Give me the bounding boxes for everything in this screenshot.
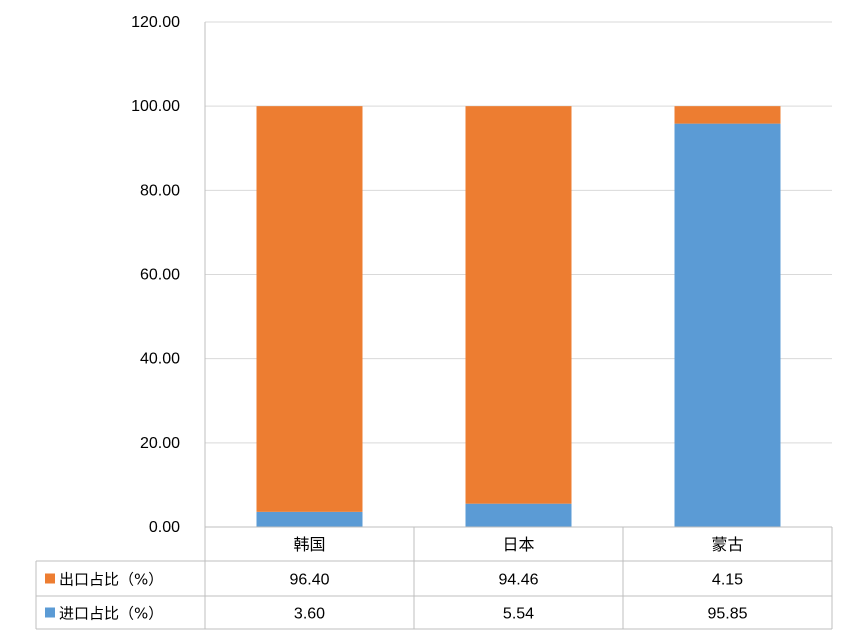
bar-import bbox=[256, 511, 363, 527]
bar-export bbox=[465, 106, 572, 504]
y-tick-label: 60.00 bbox=[140, 267, 180, 284]
data-label: 5.54 bbox=[503, 606, 534, 623]
data-label: 94.46 bbox=[498, 572, 538, 589]
x-category-label: 韩国 bbox=[293, 535, 325, 554]
bar-export bbox=[674, 106, 781, 124]
data-label: 4.15 bbox=[712, 572, 743, 589]
bars bbox=[256, 106, 781, 527]
y-tick-label: 0.00 bbox=[149, 519, 180, 536]
data-label: 96.40 bbox=[289, 572, 329, 589]
legend-label: 进口占比（%） bbox=[59, 605, 163, 623]
bar-import bbox=[674, 123, 781, 527]
data-label: 3.60 bbox=[294, 606, 325, 623]
legend-label: 出口占比（%） bbox=[59, 571, 163, 589]
legend-key bbox=[45, 573, 55, 584]
x-category-label: 蒙古 bbox=[711, 535, 743, 554]
legend-key bbox=[45, 607, 55, 618]
y-tick-label: 40.00 bbox=[140, 351, 180, 368]
data-label: 95.85 bbox=[707, 606, 747, 623]
y-axis: 0.00 20.00 40.00 60.00 80.00 100.00 120.00 bbox=[131, 14, 206, 536]
bar-import bbox=[465, 503, 572, 527]
bar-export bbox=[256, 106, 363, 512]
y-tick-label: 80.00 bbox=[140, 182, 180, 199]
y-tick-label: 120.00 bbox=[131, 14, 180, 31]
y-tick-label: 20.00 bbox=[140, 435, 180, 452]
x-category-label: 日本 bbox=[502, 535, 534, 554]
y-tick-label: 100.00 bbox=[131, 98, 180, 115]
